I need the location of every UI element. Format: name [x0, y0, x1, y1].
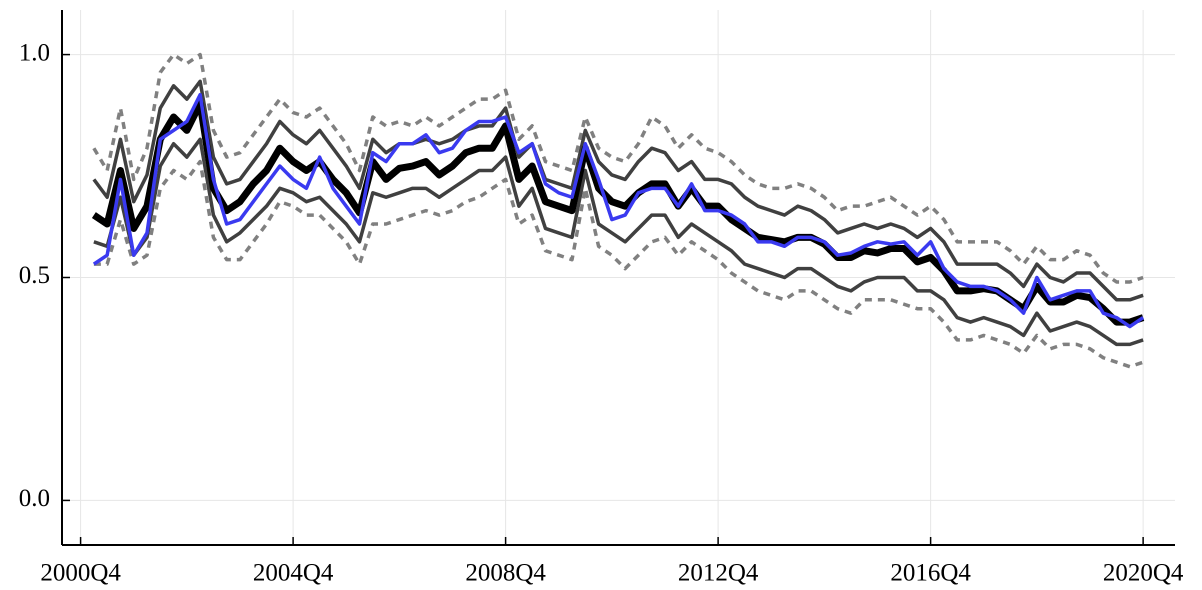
series-line	[92, 52, 1144, 284]
x-tick-label: 2020Q4	[1103, 560, 1184, 587]
y-tick-label: 0.5	[19, 262, 50, 289]
series-line	[92, 79, 1144, 302]
series-line	[93, 159, 1144, 369]
y-tick-label: 1.0	[19, 39, 50, 66]
y-tick-label: 0.0	[19, 485, 50, 512]
x-tick-label: 2016Q4	[890, 560, 971, 587]
x-tick-label: 2008Q4	[465, 560, 546, 587]
x-tick-label: 2000Q4	[40, 560, 121, 587]
x-tick-label: 2004Q4	[253, 560, 334, 587]
series-line	[91, 100, 1145, 326]
series-line	[92, 92, 1145, 329]
x-tick-label: 2012Q4	[678, 560, 759, 587]
series-line	[93, 137, 1144, 347]
